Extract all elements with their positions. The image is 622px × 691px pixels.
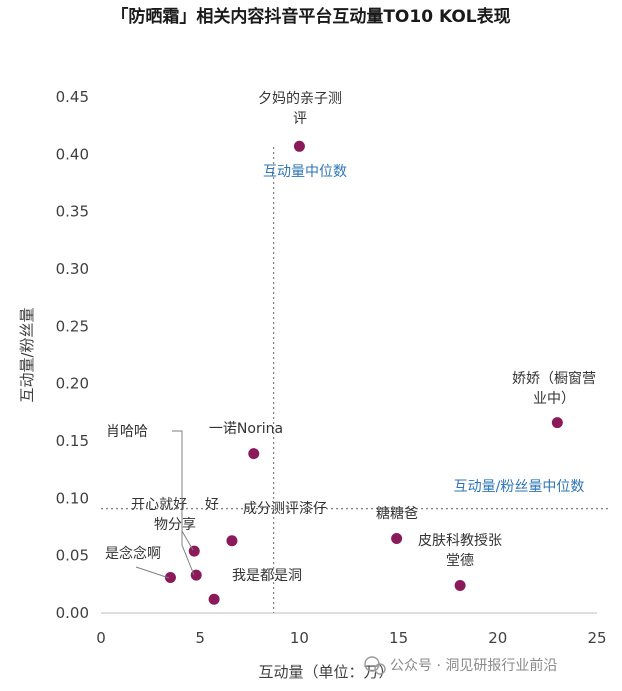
data-point <box>208 593 220 605</box>
wechat-icon-small <box>374 663 386 675</box>
chart-title: 「防晒霜」相关内容抖音平台互动量TO10 KOL表现 <box>111 6 510 27</box>
leader-line-xiaohaha <box>172 430 195 576</box>
median-y-label: 互动量/粉丝量中位数 <box>454 479 585 495</box>
data-point <box>226 535 238 547</box>
y-tick-label: 0.20 <box>56 375 89 393</box>
point-label: 评 <box>293 111 307 127</box>
point-label: 业中） <box>533 391 575 407</box>
x-tick-label: 5 <box>195 629 205 647</box>
point-label: 成分测评漆仔 <box>243 501 327 517</box>
x-tick-label: 15 <box>389 629 408 647</box>
x-axis-label: 互动量（单位：万） <box>258 663 393 681</box>
data-point <box>248 448 260 460</box>
point-label: 我是都是洞 <box>232 568 302 584</box>
data-point <box>188 545 200 557</box>
axes: 0 5 10 15 20 25 0.00 0.05 0.10 0.15 0.20 0.25 0.30 0.… <box>56 88 607 647</box>
y-tick-label: 0.00 <box>56 604 89 622</box>
y-tick-label: 0.05 <box>56 547 89 565</box>
point-label: 娇娇（橱窗营 <box>512 370 596 387</box>
x-tick-label: 10 <box>290 629 309 647</box>
point-label: 夕妈的亲子测 <box>258 91 342 107</box>
x-tick-label: 25 <box>587 629 606 647</box>
y-tick-label: 0.10 <box>56 489 89 507</box>
point-label: 堂德 <box>446 553 474 569</box>
y-tick-label: 0.25 <box>56 317 89 335</box>
x-tick-label: 0 <box>96 629 106 647</box>
x-tick-label: 20 <box>488 629 507 647</box>
data-point <box>164 571 176 583</box>
data-points <box>164 140 563 605</box>
point-label: 物分享 <box>154 516 196 533</box>
y-tick-label: 0.40 <box>56 145 89 163</box>
y-tick-label: 0.30 <box>56 260 89 278</box>
data-point <box>391 532 403 544</box>
watermark: 公众号 · 洞见研报行业前沿 <box>364 656 557 675</box>
point-label: 皮肤科教授张 <box>418 533 502 549</box>
data-point <box>551 417 563 429</box>
point-label: 肖哈哈 <box>106 424 148 440</box>
median-x-label: 互动量中位数 <box>263 164 347 180</box>
point-label: 一诺Norina <box>209 421 283 437</box>
data-point <box>454 579 466 591</box>
y-tick-label: 0.45 <box>56 88 89 106</box>
leader-line-nian <box>135 566 170 579</box>
y-axis-label: 互动量/粉丝量 <box>18 307 36 402</box>
y-tick-label: 0.35 <box>56 203 89 221</box>
y-tick-label: 0.15 <box>56 432 89 450</box>
leader-line-kaixin <box>181 530 194 551</box>
point-label: 是念念啊 <box>105 545 161 562</box>
point-label: 开心就好 好 <box>131 497 219 513</box>
point-label: 糖糖爸 <box>376 506 418 522</box>
data-point <box>293 140 305 152</box>
watermark-text: 公众号 · 洞见研报行业前沿 <box>390 657 557 674</box>
